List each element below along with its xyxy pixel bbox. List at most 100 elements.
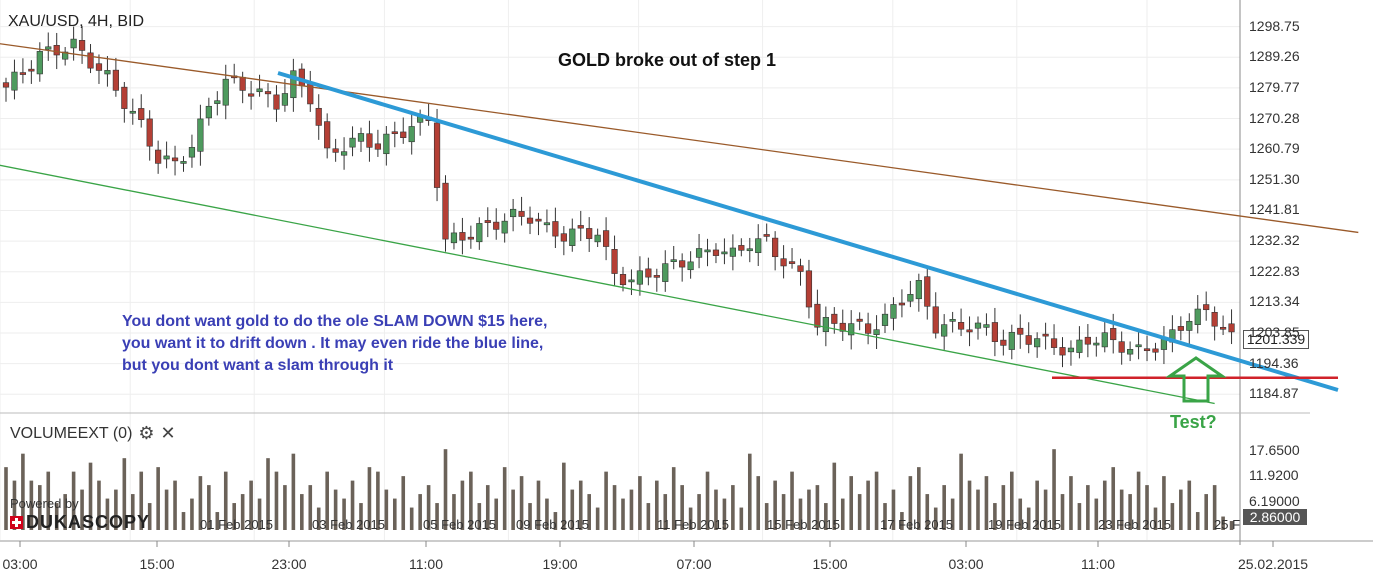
candle-body bbox=[865, 323, 872, 334]
volume-bar bbox=[984, 476, 989, 530]
date-axis-label: 01 Feb 2015 bbox=[200, 517, 274, 532]
volume-bar bbox=[655, 480, 659, 530]
swiss-cross-icon bbox=[10, 516, 23, 529]
candle-body bbox=[1067, 347, 1075, 353]
candle-body bbox=[881, 313, 889, 326]
volume-bar bbox=[80, 489, 84, 530]
candle-body bbox=[239, 76, 246, 91]
volume-bar bbox=[54, 503, 59, 530]
candle-body bbox=[535, 218, 542, 222]
volume-bar bbox=[392, 498, 397, 530]
volume-bar bbox=[993, 503, 997, 530]
candle-body bbox=[543, 222, 551, 226]
volume-bar bbox=[908, 476, 913, 530]
candle-body bbox=[1127, 349, 1134, 355]
chart-title: GOLD broke out of step 1 bbox=[558, 50, 777, 70]
brown-channel-line bbox=[0, 43, 1359, 234]
volume-bar bbox=[824, 503, 828, 530]
annotation-line: You dont want gold to do the ole SLAM DO… bbox=[122, 313, 548, 330]
volume-bar bbox=[976, 489, 980, 530]
volume-bar bbox=[12, 480, 17, 530]
volume-bar bbox=[435, 503, 439, 530]
candle-body bbox=[704, 249, 711, 253]
volume-bar bbox=[469, 471, 473, 530]
volume-bar bbox=[21, 453, 25, 530]
volume-bar bbox=[1035, 480, 1039, 530]
volume-bar bbox=[215, 512, 220, 530]
volume-bar bbox=[257, 498, 262, 530]
powered-by-label: Powered by bbox=[10, 496, 79, 511]
volume-bar bbox=[4, 467, 8, 530]
candle-body bbox=[53, 44, 60, 56]
time-axis-label: 15:00 bbox=[139, 556, 175, 572]
date-axis-label: 23 Feb 2015 bbox=[1098, 517, 1172, 532]
candle-body bbox=[1101, 332, 1108, 348]
candle-body bbox=[138, 108, 145, 120]
candle-body bbox=[1143, 348, 1151, 352]
candle-body bbox=[332, 148, 339, 153]
candle-body bbox=[831, 313, 838, 324]
candle-body bbox=[873, 329, 880, 335]
volume-bar bbox=[156, 467, 160, 530]
candle-body bbox=[129, 110, 136, 114]
candle-body bbox=[256, 88, 263, 93]
volume-bar bbox=[731, 485, 735, 530]
price-tick-label: 1241.81 bbox=[1249, 201, 1300, 218]
volume-bar bbox=[1018, 498, 1023, 530]
volume-bar bbox=[807, 489, 811, 530]
candle-body bbox=[611, 249, 618, 274]
volume-bar bbox=[891, 489, 896, 530]
date-axis-label: 25 F bbox=[1214, 517, 1241, 532]
volume-tick-label: 17.6500 bbox=[1249, 441, 1300, 458]
volume-bar bbox=[1204, 494, 1208, 530]
candle-body bbox=[391, 131, 398, 135]
candle-body bbox=[772, 237, 779, 258]
candle-body bbox=[484, 220, 491, 223]
volume-bar bbox=[1170, 503, 1175, 530]
candle-body bbox=[1177, 326, 1184, 331]
candle-body bbox=[349, 137, 356, 148]
date-axis-label: 17 Feb 2015 bbox=[880, 517, 954, 532]
volume-bar bbox=[190, 498, 194, 530]
candle-body bbox=[712, 249, 720, 256]
candle-body bbox=[121, 86, 128, 109]
candle-body bbox=[695, 248, 703, 258]
volume-bar bbox=[418, 494, 422, 530]
candle-body bbox=[298, 68, 305, 87]
candle-body bbox=[366, 133, 373, 148]
current-price-badge: 1201.339 bbox=[1243, 330, 1309, 349]
candle-body bbox=[340, 151, 348, 156]
price-tick-label: 1251.30 bbox=[1249, 170, 1300, 187]
candle-body bbox=[188, 147, 196, 158]
candle-body bbox=[146, 118, 153, 147]
volume-bar bbox=[105, 498, 110, 530]
volume-bar bbox=[283, 485, 287, 530]
candle-body bbox=[400, 131, 407, 138]
volume-bar bbox=[536, 480, 541, 530]
close-icon[interactable]: ✕ bbox=[160, 423, 176, 443]
gear-icon[interactable]: ⚙ bbox=[138, 423, 155, 443]
volume-bar bbox=[815, 485, 820, 530]
candle-body bbox=[87, 52, 94, 69]
candle-body bbox=[2, 82, 10, 88]
price-tick-label: 1213.34 bbox=[1249, 293, 1300, 310]
volume-bar bbox=[900, 512, 904, 530]
volume-bar bbox=[342, 498, 346, 530]
candle-body bbox=[357, 133, 365, 142]
candle-body bbox=[848, 323, 855, 336]
volume-bar bbox=[933, 507, 938, 530]
candle-body bbox=[594, 234, 601, 243]
volume-bar bbox=[401, 476, 406, 530]
candle-body bbox=[155, 149, 162, 164]
candle-body bbox=[645, 268, 652, 278]
date-axis-label: 03 Feb 2015 bbox=[312, 517, 386, 532]
candle-body bbox=[95, 63, 103, 71]
volume-bar bbox=[1221, 516, 1225, 530]
volume-bar bbox=[832, 462, 837, 530]
volume-bar bbox=[857, 494, 862, 530]
candle-body bbox=[586, 228, 593, 239]
time-axis-label: 03:00 bbox=[2, 556, 38, 572]
candle-body bbox=[11, 71, 18, 91]
volume-bar bbox=[1086, 485, 1090, 530]
